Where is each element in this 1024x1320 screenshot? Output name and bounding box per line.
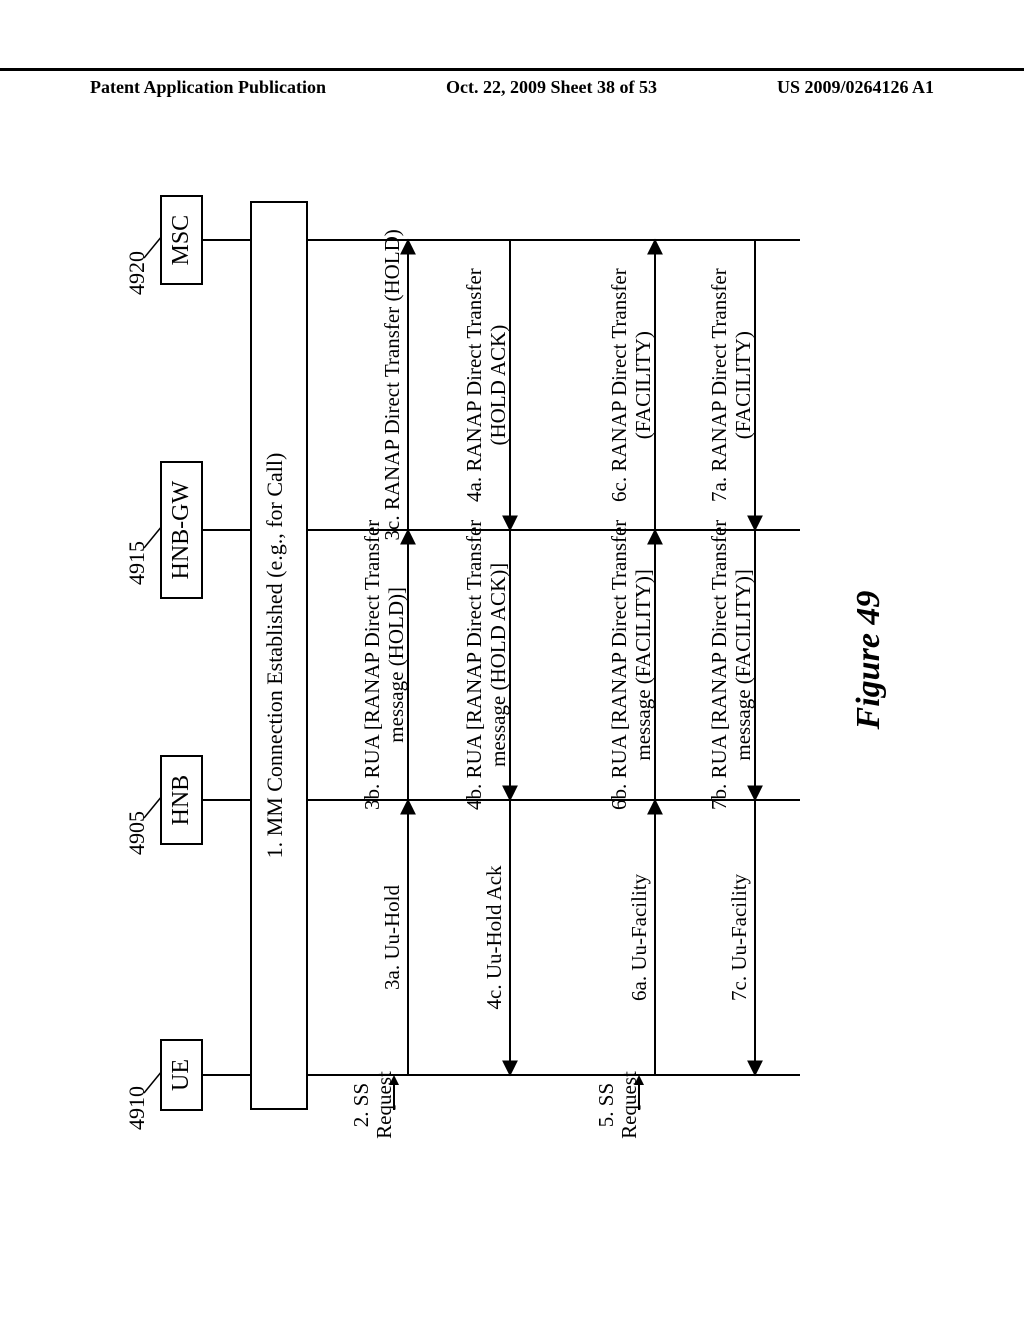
figure-caption: Figure 49 <box>850 180 888 1140</box>
msg-m3c: 3c. RANAP Direct Transfer (HOLD) <box>380 229 404 540</box>
msg-m6c: 6c. RANAP Direct Transfer(FACILITY) <box>607 268 655 502</box>
msg-m7c: 7c. Uu-Facility <box>727 874 751 1001</box>
refnum-gw: 4915 <box>124 541 150 585</box>
msg-m6a: 6a. Uu-Facility <box>627 874 651 1001</box>
node-hnb: HNB <box>160 755 203 846</box>
node-msc: MSC <box>160 195 203 286</box>
msg-m4a: 4a. RANAP Direct Transfer(HOLD ACK) <box>462 268 510 502</box>
msg-m7b: 7b. RUA [RANAP Direct Transfermessage (F… <box>707 520 755 810</box>
refnum-ue: 4910 <box>124 1086 150 1130</box>
msg-m6b: 6b. RUA [RANAP Direct Transfermessage (F… <box>607 520 655 810</box>
mm-connection-band: 1. MM Connection Established (e.g., for … <box>250 201 308 1110</box>
page-header: Patent Application Publication Oct. 22, … <box>0 68 1024 98</box>
node-gw: HNB-GW <box>160 461 203 600</box>
node-ue: UE <box>160 1039 203 1111</box>
msg-m3b: 3b. RUA [RANAP Direct Transfermessage (H… <box>360 520 408 810</box>
ss-request-req2: 2. SSRequest <box>350 1070 396 1140</box>
arrows-layer <box>130 180 900 1140</box>
refnum-msc: 4920 <box>124 251 150 295</box>
msg-m7a: 7a. RANAP Direct Transfer(FACILITY) <box>707 268 755 502</box>
msg-m4b: 4b. RUA [RANAP Direct Transfermessage (H… <box>462 520 510 810</box>
header-center: Oct. 22, 2009 Sheet 38 of 53 <box>446 77 657 98</box>
header-right: US 2009/0264126 A1 <box>777 77 934 98</box>
ss-request-req5: 5. SSRequest <box>595 1070 641 1140</box>
header-left: Patent Application Publication <box>90 77 326 98</box>
msg-m3a: 3a. Uu-Hold <box>380 885 404 990</box>
msg-m4c: 4c. Uu-Hold Ack <box>482 865 506 1009</box>
sequence-diagram: Figure 49 UE4910HNB4905HNB-GW4915MSC4920… <box>130 180 900 1140</box>
refnum-hnb: 4905 <box>124 811 150 855</box>
